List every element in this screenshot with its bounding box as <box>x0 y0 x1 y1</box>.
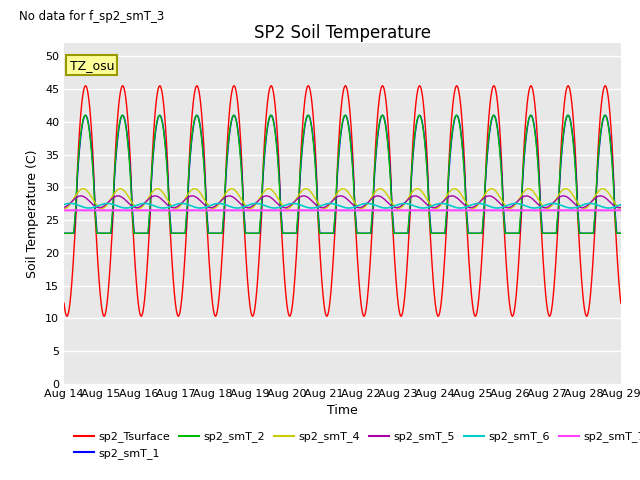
sp2_smT_2 <box>616 230 624 236</box>
sp2_smT_2 <box>436 230 444 236</box>
sp2_smT_1 <box>616 230 624 236</box>
sp2_smT_1 <box>161 131 168 136</box>
sp2_smT_4 <box>160 192 168 197</box>
sp2_smT_6 <box>122 205 130 211</box>
sp2_smT_6 <box>60 202 68 207</box>
sp2_Tsurface <box>616 295 624 301</box>
Line: sp2_Tsurface: sp2_Tsurface <box>64 86 621 316</box>
sp2_smT_5 <box>262 193 270 199</box>
sp2_smT_2 <box>617 230 625 236</box>
sp2_smT_2 <box>322 230 330 236</box>
Title: SP2 Soil Temperature: SP2 Soil Temperature <box>254 24 431 42</box>
sp2_Tsurface <box>499 197 507 203</box>
sp2_smT_2 <box>499 201 507 207</box>
sp2_smT_5 <box>322 204 330 209</box>
Legend: sp2_Tsurface, sp2_smT_1, sp2_smT_2, sp2_smT_4, sp2_smT_5, sp2_smT_6, sp2_smT_7: sp2_Tsurface, sp2_smT_1, sp2_smT_2, sp2_… <box>70 427 640 463</box>
sp2_smT_5 <box>436 201 444 207</box>
sp2_smT_7 <box>617 207 625 213</box>
sp2_smT_7 <box>436 207 444 213</box>
Line: sp2_smT_5: sp2_smT_5 <box>64 196 621 208</box>
Text: TZ_osu: TZ_osu <box>70 59 114 72</box>
sp2_smT_4 <box>467 205 475 211</box>
sp2_Tsurface <box>322 312 330 318</box>
Line: sp2_smT_4: sp2_smT_4 <box>64 189 621 208</box>
sp2_Tsurface <box>468 291 476 297</box>
sp2_smT_2 <box>60 230 68 236</box>
sp2_smT_7 <box>467 207 475 213</box>
sp2_smT_5 <box>616 204 624 210</box>
sp2_smT_1 <box>82 112 90 118</box>
sp2_Tsurface <box>100 313 108 319</box>
sp2_smT_5 <box>468 205 476 211</box>
Y-axis label: Soil Temperature (C): Soil Temperature (C) <box>26 149 40 278</box>
sp2_smT_4 <box>451 186 458 192</box>
sp2_smT_4 <box>616 205 624 211</box>
sp2_Tsurface <box>60 300 68 306</box>
sp2_smT_7 <box>160 207 168 213</box>
sp2_smT_6 <box>161 205 168 211</box>
Line: sp2_smT_1: sp2_smT_1 <box>64 115 621 233</box>
sp2_smT_4 <box>60 205 68 211</box>
sp2_smT_1 <box>322 230 330 236</box>
sp2_Tsurface <box>161 108 168 114</box>
sp2_smT_7 <box>616 207 624 213</box>
sp2_smT_7 <box>60 207 68 213</box>
sp2_smT_2 <box>160 132 168 138</box>
sp2_smT_5 <box>60 204 68 210</box>
sp2_smT_1 <box>60 230 68 236</box>
sp2_Tsurface <box>617 300 625 306</box>
sp2_smT_6 <box>616 202 624 208</box>
X-axis label: Time: Time <box>327 405 358 418</box>
sp2_smT_6 <box>499 204 507 210</box>
sp2_smT_4 <box>617 205 625 211</box>
sp2_smT_5 <box>281 205 289 211</box>
sp2_smT_1 <box>436 230 444 236</box>
sp2_smT_6 <box>436 201 444 206</box>
sp2_smT_4 <box>436 203 444 208</box>
sp2_smT_6 <box>322 201 330 207</box>
sp2_smT_6 <box>104 201 111 206</box>
sp2_smT_7 <box>499 207 506 213</box>
sp2_smT_4 <box>322 205 330 211</box>
sp2_smT_1 <box>467 230 475 236</box>
sp2_smT_4 <box>469 205 477 211</box>
Line: sp2_smT_6: sp2_smT_6 <box>64 204 621 208</box>
sp2_smT_2 <box>467 230 475 236</box>
sp2_smT_4 <box>499 199 507 205</box>
sp2_smT_6 <box>468 202 476 208</box>
sp2_smT_1 <box>617 230 625 236</box>
Text: No data for f_sp2_smT_3: No data for f_sp2_smT_3 <box>19 10 164 23</box>
sp2_smT_5 <box>160 199 168 204</box>
sp2_smT_1 <box>499 192 507 197</box>
sp2_smT_5 <box>499 203 507 209</box>
sp2_smT_6 <box>617 202 625 207</box>
sp2_Tsurface <box>82 83 90 89</box>
sp2_smT_5 <box>617 204 625 210</box>
sp2_smT_2 <box>490 112 497 118</box>
Line: sp2_smT_2: sp2_smT_2 <box>64 115 621 233</box>
sp2_Tsurface <box>436 305 444 311</box>
sp2_smT_7 <box>322 207 330 213</box>
